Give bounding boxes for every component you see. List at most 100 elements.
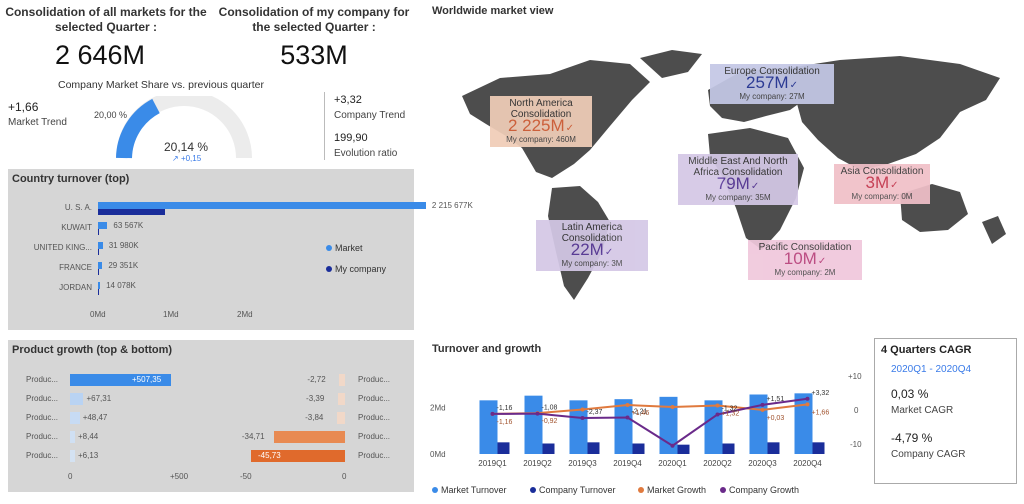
market-turnover-bar[interactable] [614, 399, 633, 454]
company-growth-line[interactable] [492, 397, 808, 447]
curr-share: 20,14 % [164, 140, 209, 154]
region-card[interactable]: Europe Consolidation 257M✓ My company: 27M [710, 64, 834, 104]
product-growth-bar[interactable] [70, 450, 75, 462]
product-label: Produc... [26, 375, 59, 384]
company-turnover-bar[interactable] [497, 442, 510, 454]
evolution-label: Evolution ratio [334, 148, 398, 159]
country-market-bar[interactable] [98, 262, 103, 269]
legend-label[interactable]: Market Growth [647, 485, 706, 495]
company-growth-line-point[interactable] [670, 443, 675, 448]
check-icon: ✓ [789, 80, 798, 91]
legend-label[interactable]: Company Growth [729, 485, 799, 495]
country-value-label: 31 980K [108, 241, 139, 250]
share-delta-value: +0,15 [180, 154, 202, 163]
company-cagr-label: Company CAGR [891, 449, 966, 460]
axis-tick: 1Md [163, 310, 179, 319]
legend-label[interactable]: Market Turnover [441, 485, 507, 495]
company-turnover-bar[interactable] [587, 442, 600, 454]
product-decline-bar[interactable] [338, 393, 345, 405]
country-market-bar[interactable] [98, 282, 101, 289]
country-company-bar[interactable] [98, 269, 100, 275]
market-growth-line-point[interactable] [625, 403, 630, 408]
market-growth-line[interactable] [492, 403, 808, 415]
company-growth-label: -2,21 [632, 408, 648, 415]
product-growth-bar[interactable] [70, 431, 75, 443]
product-decline-bar[interactable] [339, 374, 345, 386]
prev-share: 20,00 % [94, 110, 128, 120]
region-value: 10M✓ [750, 250, 860, 267]
country-market-bar[interactable] [98, 242, 103, 249]
product-decline-bar[interactable] [337, 412, 345, 424]
region-value-text: 257M [746, 73, 789, 92]
market-turnover-bar[interactable] [479, 400, 498, 454]
product-growth-bar[interactable] [70, 412, 80, 424]
product-growth-title: Product growth (top & bottom) [12, 344, 173, 356]
map-title: Worldwide market view [432, 5, 554, 17]
region-card[interactable]: Middle East And North Africa Consolidati… [678, 154, 798, 205]
company-trend-label: Company Trend [334, 110, 406, 121]
region-card[interactable]: North America Consolidation 2 225M✓ My com… [490, 96, 592, 147]
company-turnover-bar[interactable] [812, 442, 825, 454]
market-growth-label: -0,92 [542, 418, 558, 425]
product-decline-bar[interactable] [251, 450, 345, 462]
company-turnover-bar[interactable] [767, 442, 780, 454]
company-growth-line-point[interactable] [490, 411, 495, 416]
company-growth-line-point[interactable] [760, 402, 765, 407]
market-growth-label: +1,46 [632, 410, 650, 417]
country-market-bar[interactable] [98, 222, 108, 229]
product-growth-bar[interactable] [70, 393, 84, 405]
all-markets-value: 2 646M [54, 40, 146, 70]
country-company-bar[interactable] [98, 289, 99, 295]
company-turnover-bar[interactable] [632, 443, 645, 455]
legend-market[interactable]: Market [326, 243, 363, 253]
turnover-growth-chart[interactable]: 2Md 0Md +10 0 -10 2019Q1 2019Q2 2019Q3 2019Q4 202… [428, 358, 874, 504]
market-turnover-bar[interactable] [794, 393, 813, 454]
cagr-card[interactable]: 4 Quarters CAGR 2020Q1 - 2020Q4 0,03 % M… [874, 338, 1017, 484]
product-label: Produc... [358, 432, 391, 441]
region-company: My company: 2M [774, 268, 836, 277]
axis-tick: +500 [170, 472, 189, 481]
region-value: 257M✓ [712, 74, 832, 91]
legend-label[interactable]: Company Turnover [539, 485, 616, 495]
company-turnover-bar[interactable] [722, 443, 735, 455]
company-growth-line-point[interactable] [580, 416, 585, 421]
country-company-bar[interactable] [98, 209, 165, 215]
market-turnover-bar[interactable] [659, 396, 678, 454]
company-growth-line-point[interactable] [805, 396, 810, 401]
company-growth-line-point[interactable] [535, 411, 540, 416]
region-card[interactable]: Latin America Consolidation 22M✓ My compan… [536, 220, 648, 271]
company-growth-line-point[interactable] [715, 412, 720, 417]
market-turnover-bar[interactable] [704, 400, 723, 454]
market-growth-line-point[interactable] [760, 407, 765, 412]
product-value-label: +48,47 [82, 413, 108, 422]
market-growth-line-point[interactable] [715, 403, 720, 408]
region-name: Pacific Consolidation [758, 242, 852, 253]
country-company-bar[interactable] [98, 229, 100, 235]
country-turnover-panel[interactable]: Country turnover (top) U. S. A. 2 215 677… [8, 169, 473, 330]
region-name: North America Consolidation [509, 98, 573, 120]
market-growth-line-point[interactable] [670, 404, 675, 409]
market-turnover-bar[interactable] [569, 400, 588, 454]
country-label: U. S. A. [64, 203, 92, 212]
market-growth-label: -1,16 [497, 419, 513, 426]
region-card[interactable]: Asia Consolidation 3M✓ My company: 0M [834, 164, 930, 204]
x-tick-label: 2020Q1 [658, 459, 687, 468]
company-growth-line-point[interactable] [625, 415, 630, 420]
country-company-bar[interactable] [98, 249, 99, 255]
legend-my-company-label: My company [335, 264, 387, 274]
legend-dot [638, 487, 644, 493]
product-value-label: -34,71 [241, 432, 265, 441]
company-turnover-bar[interactable] [542, 443, 555, 455]
product-decline-bar[interactable] [273, 431, 345, 443]
x-tick-label: 2019Q4 [613, 459, 642, 468]
country-market-bar[interactable] [98, 202, 426, 209]
market-growth-line-point[interactable] [580, 407, 585, 412]
legend-my-company[interactable]: My company [326, 264, 386, 274]
product-growth-bar[interactable] [70, 374, 172, 386]
market-turnover-bar[interactable] [524, 395, 543, 454]
product-growth-panel[interactable]: Product growth (top & bottom) Produc... +… [8, 340, 414, 492]
market-growth-line-point[interactable] [805, 402, 810, 407]
company-turnover-bar[interactable] [677, 444, 690, 454]
region-card[interactable]: Pacific Consolidation 10M✓ My company: 2M [748, 240, 862, 280]
market-turnover-bar[interactable] [749, 394, 768, 455]
